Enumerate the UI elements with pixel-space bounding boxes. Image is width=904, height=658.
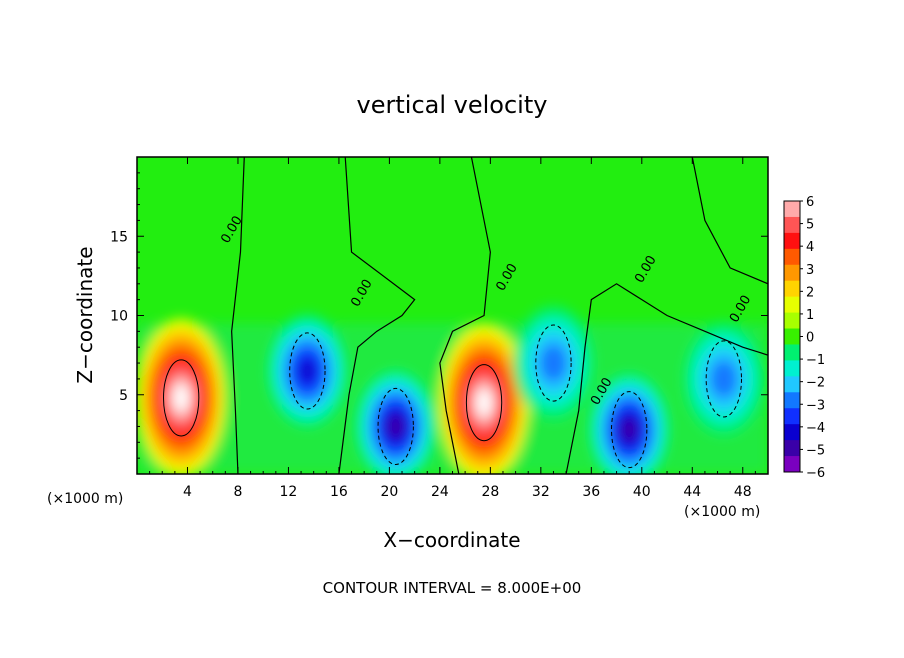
colorbar-swatch (784, 360, 800, 377)
colorbar-tick-label: −2 (806, 376, 825, 391)
colorbar-tick-label: −5 (806, 443, 825, 458)
colorbar-tick-label: −4 (806, 421, 825, 436)
downdraft-shade (539, 344, 567, 383)
colorbar-tick-label: 3 (806, 263, 814, 278)
inner-contour (465, 364, 503, 442)
x-tick-label: 48 (734, 484, 752, 500)
downdraft-shade (710, 359, 738, 398)
colorbar-swatch (784, 280, 800, 298)
colorbar-swatch (784, 312, 800, 330)
colorbar-swatch (784, 376, 800, 393)
downdraft-shade (387, 415, 404, 438)
y-tick-label: 10 (110, 309, 128, 325)
colorbar-swatch (784, 264, 800, 282)
x-tick-label: 32 (532, 484, 550, 500)
zero-contour (231, 157, 245, 474)
zero-contour (439, 157, 491, 474)
colorbar-swatch (784, 344, 800, 361)
updraft-shade (476, 388, 493, 417)
colorbar: 6 5 4 3 2 1 0 −1 −2 −3 −4 −5 −6 (783, 195, 825, 481)
y-tick-label: 15 (110, 229, 128, 245)
colorbar-tick-label: −1 (806, 353, 825, 368)
colorbar-tick-label: 6 (806, 195, 814, 210)
x-unit-left: (×1000 m) (47, 491, 123, 507)
velocity-field: 0.000.00 0.000.000.000.00 (137, 157, 768, 474)
zero-contour (565, 283, 768, 474)
colorbar-tick-label: −6 (806, 466, 825, 481)
inner-contour (535, 324, 572, 402)
colorbar-tick-label: 4 (806, 240, 814, 255)
x-tick-label: 4 (183, 484, 192, 500)
downdraft-shade (621, 418, 638, 442)
colorbar-tick-label: 5 (806, 218, 814, 233)
contour-interval-note: CONTOUR INTERVAL = 8.000E+00 (323, 579, 582, 597)
inner-contour (163, 359, 200, 437)
downdraft-shade (298, 357, 317, 385)
x-tick-label: 44 (683, 484, 701, 500)
colorbar-swatch (784, 201, 800, 218)
y-tick-label: 5 (119, 388, 128, 404)
x-axis-ticks: 4 8 12 16 20 24 28 32 36 40 44 48 (149, 157, 756, 500)
x-unit-right: (×1000 m) (684, 504, 760, 520)
colorbar-tick-label: 1 (806, 308, 814, 323)
inner-contour (611, 391, 648, 469)
zero-contour (691, 157, 768, 285)
colorbar-swatch (784, 296, 800, 314)
x-tick-label: 40 (633, 484, 651, 500)
chart-title: vertical velocity (357, 91, 548, 119)
x-tick-label: 8 (233, 484, 242, 500)
inner-contour (705, 340, 742, 418)
colorbar-tick-label: 0 (806, 331, 814, 346)
x-tick-label: 28 (481, 484, 499, 500)
colorbar-tick-label: −3 (806, 398, 825, 413)
y-axis-title: Z−coordinate (73, 246, 97, 383)
colorbar-swatch (784, 440, 800, 457)
colorbar-swatch (784, 248, 800, 266)
colorbar-tick-label: 2 (806, 285, 814, 300)
x-tick-label: 16 (330, 484, 348, 500)
zero-contour (338, 157, 416, 474)
colorbar-swatch (784, 408, 800, 425)
x-tick-label: 20 (380, 484, 398, 500)
y-axis-ticks: 5 10 15 (110, 172, 768, 459)
x-axis-title: X−coordinate (383, 528, 520, 552)
inner-contour (289, 332, 326, 410)
inner-contour (377, 387, 414, 465)
colorbar-swatch (784, 456, 800, 473)
x-tick-label: 24 (431, 484, 449, 500)
x-tick-label: 12 (280, 484, 298, 500)
x-tick-label: 36 (582, 484, 600, 500)
colorbar-swatch (784, 392, 800, 409)
colorbar-swatch (784, 216, 800, 234)
updraft-shade (173, 383, 190, 412)
colorbar-swatch (784, 328, 800, 345)
colorbar-swatch (784, 232, 800, 250)
plot-area: 0.000.00 0.000.000.000.00 (136, 156, 769, 475)
colorbar-swatch (784, 424, 800, 441)
